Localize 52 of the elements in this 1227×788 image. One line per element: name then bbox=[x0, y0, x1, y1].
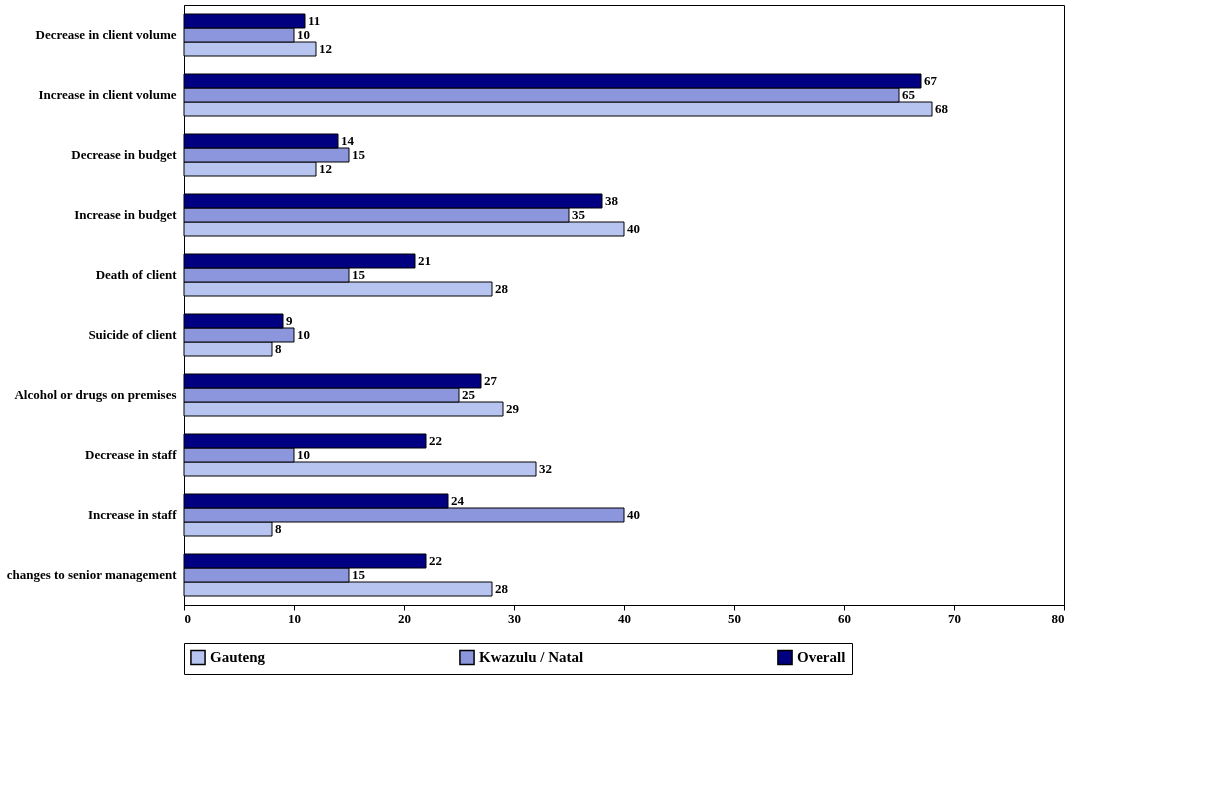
data-label: 8 bbox=[275, 521, 282, 536]
data-label: 27 bbox=[484, 373, 498, 388]
y-tick-label: Increase in staff bbox=[87, 507, 178, 522]
data-label: 32 bbox=[539, 461, 552, 476]
data-label: 21 bbox=[418, 253, 431, 268]
x-tick-label: 60 bbox=[838, 610, 851, 626]
data-label: 12 bbox=[319, 161, 332, 176]
data-label: 24 bbox=[451, 493, 465, 508]
legend-label: Overall bbox=[797, 649, 846, 666]
data-label: 10 bbox=[297, 447, 310, 462]
y-tick-label: Decrease in budget bbox=[71, 147, 178, 162]
data-label: 25 bbox=[462, 387, 476, 402]
data-label: 65 bbox=[902, 87, 916, 102]
data-label: 67 bbox=[924, 73, 938, 88]
data-label: 68 bbox=[935, 101, 949, 116]
data-label: 28 bbox=[495, 281, 509, 296]
data-label: 28 bbox=[495, 581, 509, 596]
data-label: 15 bbox=[352, 567, 366, 582]
y-tick-label: Decrease in client volume bbox=[35, 27, 177, 42]
x-tick-label: 40 bbox=[618, 610, 631, 626]
x-tick-label: 70 bbox=[948, 610, 961, 626]
x-tick-label: 10 bbox=[288, 610, 301, 626]
data-label: 15 bbox=[352, 147, 366, 162]
y-tick-label: Alcohol or drugs on premises bbox=[14, 387, 177, 402]
y-tick-label: Decrease in staff bbox=[85, 447, 178, 462]
y-tick-label: Death of client bbox=[95, 267, 178, 282]
data-label: 10 bbox=[297, 327, 310, 342]
data-label: 40 bbox=[627, 507, 640, 522]
data-label: 38 bbox=[605, 193, 619, 208]
data-label: 11 bbox=[308, 13, 321, 28]
data-label: 8 bbox=[275, 341, 282, 356]
x-tick-label: 80 bbox=[1051, 610, 1065, 626]
x-tick-label: 50 bbox=[728, 610, 741, 626]
data-label: 9 bbox=[286, 313, 293, 328]
data-label: 35 bbox=[572, 207, 586, 222]
data-label: 22 bbox=[429, 433, 442, 448]
data-label: 12 bbox=[319, 41, 332, 56]
y-tick-label: Increase in budget bbox=[74, 207, 178, 222]
data-label: 15 bbox=[352, 267, 366, 282]
y-tick-label: changes to senior management bbox=[6, 567, 178, 582]
data-label: 10 bbox=[297, 27, 310, 42]
x-tick-label: 20 bbox=[398, 610, 411, 626]
legend-label: Gauteng bbox=[210, 649, 266, 666]
y-tick-label: Increase in client volume bbox=[38, 87, 177, 102]
legend-label: Kwazulu / Natal bbox=[479, 649, 584, 666]
data-label: 22 bbox=[429, 553, 442, 568]
data-label: 14 bbox=[341, 133, 355, 148]
data-label: 29 bbox=[506, 401, 520, 416]
y-tick-label: Suicide of client bbox=[88, 327, 178, 342]
x-tick-label: 30 bbox=[508, 610, 521, 626]
x-tick-label: 0 bbox=[184, 610, 191, 626]
data-label: 40 bbox=[627, 221, 640, 236]
